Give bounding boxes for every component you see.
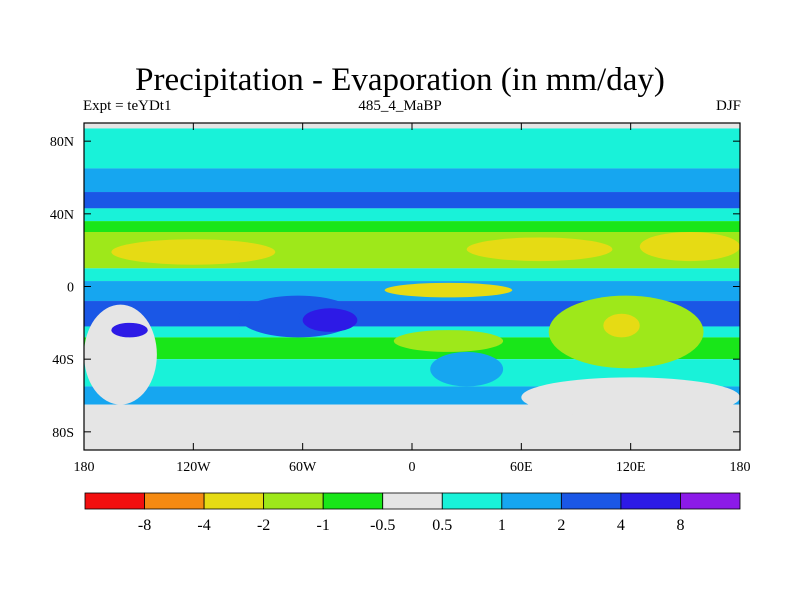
band-7 (84, 268, 740, 282)
field-feature-11 (603, 313, 640, 338)
colorbar-swatch-10 (680, 492, 741, 510)
colorbar-label: 2 (557, 517, 565, 534)
season-label: DJF (715, 98, 741, 114)
colorbar-swatch-6 (441, 492, 503, 510)
chart-title: Precipitation - Evaporation (in mm/day) (135, 62, 665, 98)
band-4 (84, 208, 740, 222)
x-tick-label: 180 (730, 460, 751, 475)
colorbar-swatch-9 (620, 492, 681, 510)
colorbar-swatch-4 (322, 492, 384, 510)
field-feature-8 (393, 330, 504, 352)
colorbar-swatch-5 (382, 492, 443, 510)
colorbar-label: 1 (498, 517, 506, 534)
x-tick-label: 120W (176, 460, 211, 475)
x-tick-label: 60W (289, 460, 317, 475)
x-tick-label: 0 (409, 460, 416, 475)
field-feature-7 (302, 308, 358, 332)
band-2 (84, 168, 740, 193)
band-5 (84, 221, 740, 232)
y-tick-label: 40S (52, 353, 74, 368)
x-tick-label: 60E (510, 460, 533, 475)
axis-ticks: 180 120W 60W 0 60E 120E 180 80N 40N 0 40S 80S (50, 123, 751, 475)
y-tick-label: 80N (50, 135, 74, 150)
y-tick-label: 40N (50, 208, 74, 223)
map-field (84, 123, 741, 450)
field-feature-3 (384, 282, 513, 298)
colorbar-label: -8 (138, 517, 151, 534)
colorbar: -8 -4 -2 -1 -0.5 0.5 1 2 4 8 (84, 492, 741, 534)
colorbar-swatch-8 (560, 492, 622, 510)
colorbar-swatch-1 (144, 492, 205, 510)
field-feature-2 (639, 232, 741, 262)
band-3 (84, 192, 740, 209)
colorbar-label: -4 (197, 517, 210, 534)
field-feature-4 (84, 304, 157, 405)
colorbar-label: 8 (676, 517, 684, 534)
colorbar-label: -0.5 (370, 517, 395, 534)
period-label: 485_4_MaBP (358, 98, 442, 114)
band-1 (84, 128, 740, 169)
colorbar-label: 0.5 (432, 517, 452, 534)
colorbar-swatch-7 (501, 492, 562, 510)
colorbar-label: -2 (257, 517, 270, 534)
experiment-label: Expt = teYDt1 (83, 98, 172, 114)
field-feature-5 (111, 322, 148, 338)
colorbar-swatch-3 (263, 492, 324, 510)
field-feature-12 (521, 377, 741, 418)
field-feature-1 (466, 237, 613, 262)
colorbar-swatch-0 (84, 492, 145, 510)
field-feature-0 (111, 239, 276, 265)
field-feature-9 (430, 351, 504, 387)
y-tick-label: 80S (52, 426, 74, 441)
colorbar-swatch-2 (203, 492, 265, 510)
colorbar-label: -1 (317, 517, 330, 534)
x-tick-label: 180 (74, 460, 95, 475)
colorbar-label: 4 (617, 517, 625, 534)
y-tick-label: 0 (67, 281, 74, 296)
band-10 (84, 326, 740, 338)
x-tick-label: 120E (616, 460, 646, 475)
